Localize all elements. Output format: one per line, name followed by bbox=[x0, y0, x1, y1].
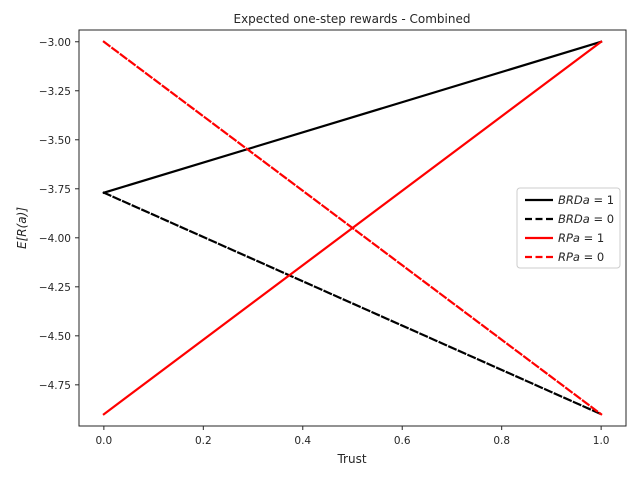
x-axis-label: Trust bbox=[336, 452, 366, 466]
legend: BRDa = 1 BRDa = 0 RPa = 1 RPa = 0 bbox=[516, 187, 621, 269]
y-tick-label: −4.00 bbox=[39, 233, 71, 245]
x-tick-label: 0.0 bbox=[96, 435, 113, 447]
x-tick-label: 0.2 bbox=[195, 435, 212, 447]
y-tick-label: −3.25 bbox=[39, 86, 71, 98]
y-tick-label: −3.00 bbox=[39, 37, 71, 49]
legend-label: BRDa = 1 bbox=[558, 193, 614, 207]
series-line-0 bbox=[102, 40, 603, 195]
chart-title: Expected one-step rewards - Combined bbox=[234, 12, 471, 26]
x-tick-label: 0.8 bbox=[493, 435, 510, 447]
legend-label: BRDa = 0 bbox=[558, 212, 614, 226]
x-axis: 0.0 0.2 0.4 0.6 0.8 1.0 bbox=[96, 426, 610, 447]
x-tick-label: 0.4 bbox=[294, 435, 311, 447]
y-tick-label: −4.50 bbox=[39, 331, 71, 343]
y-axis: −3.00 −3.25 −3.50 −3.75 −4.00 −4.25 −4.50 −4.75 bbox=[39, 37, 79, 392]
legend-label: RPa = 0 bbox=[558, 250, 604, 264]
y-tick-label: −4.75 bbox=[39, 380, 71, 392]
y-tick-label: −4.25 bbox=[39, 282, 71, 294]
legend-label: RPa = 1 bbox=[558, 231, 604, 245]
series-line-1 bbox=[102, 191, 603, 416]
series-lines bbox=[102, 40, 603, 416]
series-line-3 bbox=[102, 40, 603, 416]
y-axis-label: E[R(a)] bbox=[15, 207, 29, 249]
x-tick-label: 0.6 bbox=[394, 435, 411, 447]
y-tick-label: −3.50 bbox=[39, 135, 71, 147]
y-tick-label: −3.75 bbox=[39, 184, 71, 196]
x-tick-label: 1.0 bbox=[593, 435, 610, 447]
legend-box bbox=[516, 187, 621, 269]
